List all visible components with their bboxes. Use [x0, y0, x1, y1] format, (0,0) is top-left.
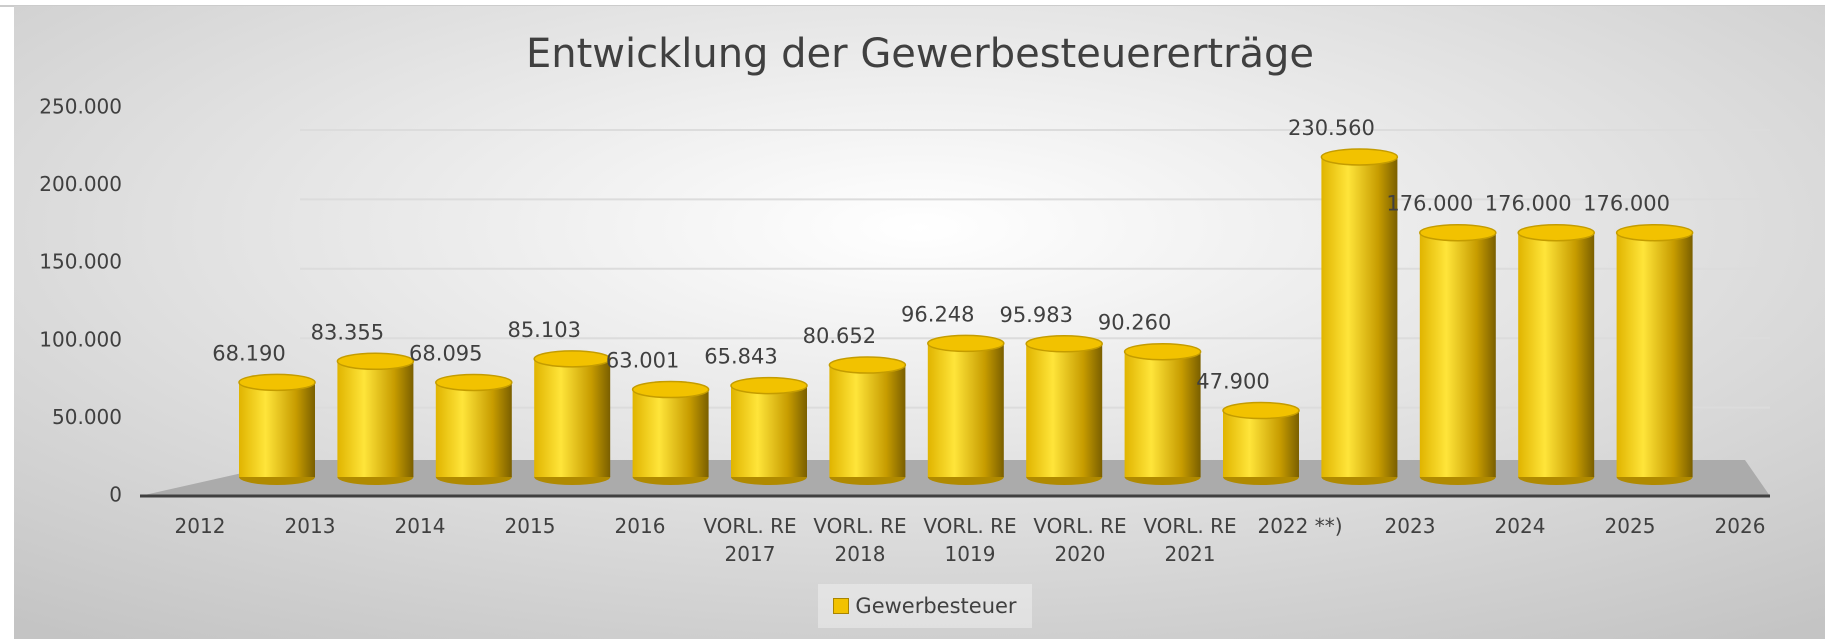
- bar-top: [1025, 335, 1103, 353]
- bar-top: [1517, 223, 1595, 242]
- legend: Gewerbesteuer: [818, 584, 1032, 628]
- x-tick-label: 2012: [174, 514, 226, 538]
- bar: [1616, 232, 1693, 477]
- y-tick-label: 0: [109, 483, 122, 507]
- x-tick-label: VORL. RE 1019: [923, 514, 1017, 566]
- bar: [731, 385, 807, 477]
- chart-title: Entwicklung der Gewerbesteuererträge: [526, 31, 1314, 77]
- data-label: 176.000: [1386, 192, 1473, 216]
- x-tick-label: VORL. RE 2020: [1033, 514, 1127, 566]
- bar: [1124, 351, 1201, 477]
- data-label: 95.983: [999, 303, 1072, 327]
- y-tick-label: 200.000: [39, 172, 122, 196]
- bar: [1321, 156, 1398, 477]
- y-tick-label: 150.000: [39, 250, 122, 274]
- x-tick-label: 2022 **): [1257, 514, 1343, 538]
- x-tick-label: VORL. RE 2021: [1143, 514, 1237, 566]
- bar: [927, 343, 1004, 477]
- data-label: 176.000: [1485, 192, 1572, 216]
- bar: [534, 358, 611, 477]
- bar: [632, 389, 709, 477]
- x-tick-label: 2024: [1494, 514, 1546, 538]
- y-tick-label: 100.000: [39, 327, 122, 351]
- x-tick-label: 2025: [1604, 514, 1656, 538]
- bar: [1518, 232, 1595, 477]
- bar-top: [435, 373, 513, 392]
- data-label: 47.900: [1196, 370, 1269, 394]
- bar-top: [533, 350, 611, 368]
- data-label: 85.103: [507, 318, 580, 342]
- bar-top: [1320, 148, 1399, 166]
- x-tick-label: VORL. RE 2018: [813, 514, 907, 566]
- bar-top: [1615, 223, 1694, 242]
- x-tick-label: VORL. RE 2017: [703, 514, 797, 566]
- y-tick-label: 250.000: [39, 95, 122, 119]
- bar-top: [631, 380, 710, 399]
- data-label: 176.000: [1583, 192, 1670, 216]
- data-label: 68.095: [409, 341, 482, 365]
- bar: [1026, 343, 1103, 477]
- bar: [829, 365, 906, 477]
- legend-swatch: [833, 598, 850, 614]
- bar-top: [828, 356, 907, 374]
- bar-top: [730, 376, 808, 395]
- data-label: 90.260: [1098, 311, 1171, 335]
- bar: [1223, 410, 1299, 477]
- data-label: 230.560: [1288, 116, 1375, 140]
- data-label: 65.843: [704, 345, 777, 369]
- bar-top: [1123, 342, 1202, 361]
- bar-top: [927, 334, 1005, 353]
- bar: [1419, 232, 1496, 477]
- legend-label: Gewerbesteuer: [855, 594, 1017, 618]
- bar-top: [1222, 401, 1300, 420]
- bar: [435, 382, 512, 477]
- x-tick-label: 2023: [1384, 514, 1436, 538]
- data-label: 83.355: [311, 320, 384, 344]
- x-tick-label: 2016: [614, 514, 666, 538]
- data-label: 96.248: [901, 302, 974, 326]
- x-tick-label: 2015: [504, 514, 556, 538]
- data-label: 80.652: [803, 324, 876, 348]
- bar: [239, 382, 315, 477]
- x-tick-label: 2014: [394, 514, 446, 538]
- bar-top: [238, 373, 316, 392]
- bar-top: [336, 352, 415, 371]
- data-label: 68.190: [212, 341, 285, 365]
- y-tick-label: 50.000: [52, 405, 122, 429]
- bar: [337, 361, 414, 477]
- data-label: 63.001: [606, 349, 679, 373]
- x-tick-label: 2013: [284, 514, 336, 538]
- bar-top: [1419, 223, 1497, 242]
- x-tick-label: 2026: [1714, 514, 1766, 538]
